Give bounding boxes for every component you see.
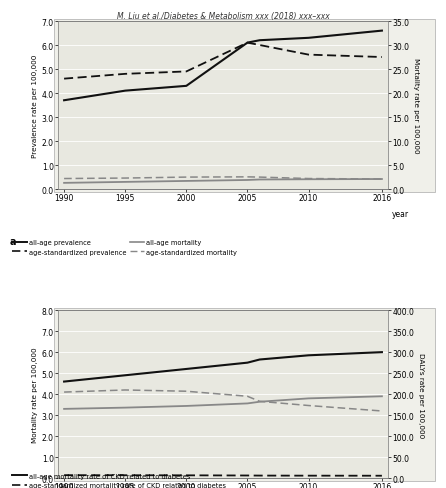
Text: a: a (10, 237, 17, 246)
Legend: all-age prevalence, age-standardized prevalence, all-age mortality, age-standard: all-age prevalence, age-standardized pre… (12, 240, 237, 255)
Y-axis label: Prevalence rate per 100,000: Prevalence rate per 100,000 (32, 54, 37, 158)
Legend: all-age mortality rate of CKD related to diabetes, age-standardized mortality ra: all-age mortality rate of CKD related to… (12, 473, 226, 488)
Text: M. Liu et al./Diabetes & Metabolism xxx (2018) xxx–xxx: M. Liu et al./Diabetes & Metabolism xxx … (116, 12, 330, 21)
Y-axis label: DALYs rate per 100,000: DALYs rate per 100,000 (418, 352, 424, 437)
Text: year: year (391, 210, 409, 219)
Y-axis label: Mortality rate per 100,000: Mortality rate per 100,000 (32, 346, 37, 442)
Y-axis label: Mortality rate per 100,000: Mortality rate per 100,000 (413, 58, 419, 154)
